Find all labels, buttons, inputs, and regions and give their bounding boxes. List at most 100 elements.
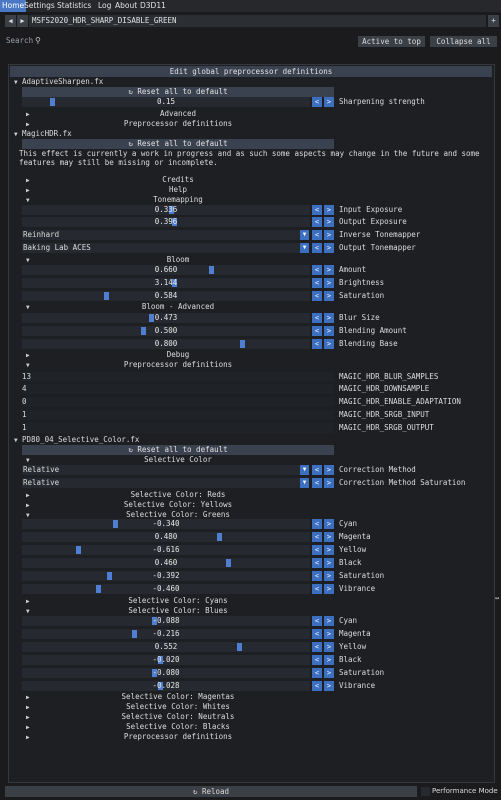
magic-help-header[interactable]: Help	[168, 185, 188, 194]
expand-icon[interactable]: ▶	[26, 492, 30, 499]
increment-button[interactable]: >	[324, 558, 334, 568]
slider-handle[interactable]	[226, 559, 231, 567]
slider-handle[interactable]	[149, 314, 154, 322]
search-input[interactable]: Search	[6, 36, 36, 46]
menu-statistics[interactable]: Statistics	[57, 1, 92, 10]
decrement-button[interactable]: <	[312, 217, 322, 227]
increment-button[interactable]: >	[324, 584, 334, 594]
edit-global-preprocessor-button[interactable]: Edit global preprocessor definitions	[10, 66, 492, 77]
expand-icon[interactable]: ▶	[26, 694, 30, 701]
greens-magenta-slider[interactable]: 0.480	[22, 532, 310, 542]
slider-handle[interactable]	[141, 327, 146, 335]
slider-handle[interactable]	[240, 340, 245, 348]
chevron-down-icon[interactable]: ▼	[300, 465, 309, 475]
correction-method-select[interactable]: Relative	[22, 465, 300, 475]
increment-button[interactable]: >	[324, 668, 334, 678]
brightness-slider[interactable]: 3.144	[22, 278, 310, 288]
next-preset-button[interactable]: ▶	[17, 15, 28, 27]
selective-color-neutrals-header[interactable]: Selective Color: Neutrals	[121, 712, 235, 721]
blues-yellow-slider[interactable]: 0.552	[22, 642, 310, 652]
blues-magenta-slider[interactable]: -0.216	[22, 629, 310, 639]
preset-selector[interactable]: MSFS2020_HDR_SHARP_DISABLE_GREEN	[29, 15, 486, 27]
pd80-preproc-header[interactable]: Preprocessor definitions	[123, 732, 233, 741]
slider-handle[interactable]	[152, 617, 157, 625]
define-value-input[interactable]: 13	[22, 372, 334, 382]
expand-icon[interactable]: ▶	[26, 502, 30, 509]
selective-color-cyans-header[interactable]: Selective Color: Cyans	[128, 596, 228, 605]
chevron-down-icon[interactable]: ▼	[300, 230, 309, 240]
selective-color-blues-header[interactable]: Selective Color: Blues	[128, 606, 228, 615]
increment-button[interactable]: >	[324, 97, 334, 107]
expand-icon[interactable]: ▶	[26, 121, 30, 128]
magic-tonemapping-header[interactable]: Tonemapping	[153, 195, 203, 204]
slider-handle[interactable]	[158, 656, 163, 664]
decrement-button[interactable]: <	[312, 655, 322, 665]
add-preset-button[interactable]: +	[488, 15, 499, 27]
blues-cyan-slider[interactable]: -0.088	[22, 616, 310, 626]
decrement-button[interactable]: <	[312, 584, 322, 594]
increment-button[interactable]: >	[324, 243, 334, 253]
blues-vibrance-slider[interactable]: -0.028	[22, 681, 310, 691]
increment-button[interactable]: >	[324, 629, 334, 639]
blues-saturation-slider[interactable]: -0.080	[22, 668, 310, 678]
magic-bloom-header[interactable]: Bloom	[166, 255, 190, 264]
decrement-button[interactable]: <	[312, 326, 322, 336]
greens-black-slider[interactable]: 0.460	[22, 558, 310, 568]
slider-handle[interactable]	[158, 682, 163, 690]
decrement-button[interactable]: <	[312, 278, 322, 288]
expand-icon[interactable]: ▶	[26, 734, 30, 741]
decrement-button[interactable]: <	[312, 313, 322, 323]
increment-button[interactable]: >	[324, 545, 334, 555]
increment-button[interactable]: >	[324, 655, 334, 665]
expand-icon[interactable]: ▶	[26, 714, 30, 721]
selective-color-magentas-header[interactable]: Selective Color: Magentas	[121, 692, 235, 701]
increment-button[interactable]: >	[324, 230, 334, 240]
expand-icon[interactable]: ▶	[26, 704, 30, 711]
greens-vibrance-slider[interactable]: -0.460	[22, 584, 310, 594]
increment-button[interactable]: >	[324, 519, 334, 529]
increment-button[interactable]: >	[324, 478, 334, 488]
pd80-collapse-icon[interactable]: ▼	[14, 437, 18, 444]
increment-button[interactable]: >	[324, 681, 334, 691]
collapse-icon[interactable]: ▼	[26, 304, 30, 311]
collapse-icon[interactable]: ▼	[26, 362, 30, 369]
decrement-button[interactable]: <	[312, 616, 322, 626]
decrement-button[interactable]: <	[312, 558, 322, 568]
selective-color-reds-header[interactable]: Selective Color: Reds	[130, 490, 226, 499]
decrement-button[interactable]: <	[312, 668, 322, 678]
increment-button[interactable]: >	[324, 291, 334, 301]
adaptive-advanced-header[interactable]: Advanced	[159, 109, 197, 118]
increment-button[interactable]: >	[324, 313, 334, 323]
decrement-button[interactable]: <	[312, 265, 322, 275]
reload-button[interactable]: ↻ Reload	[5, 786, 417, 797]
adaptive-reset-button[interactable]: ↻ Reset all to default	[22, 87, 334, 97]
collapse-icon[interactable]: ▼	[26, 257, 30, 264]
collapse-icon[interactable]: ▼	[26, 512, 30, 519]
pd80-reset-button[interactable]: ↻ Reset all to default	[22, 445, 334, 455]
define-value-input[interactable]: 1	[22, 423, 334, 433]
expand-icon[interactable]: ▶	[26, 187, 30, 194]
increment-button[interactable]: >	[324, 532, 334, 542]
magic-preproc-header[interactable]: Preprocessor definitions	[123, 360, 233, 369]
greens-saturation-slider[interactable]: -0.392	[22, 571, 310, 581]
increment-button[interactable]: >	[324, 326, 334, 336]
adaptive-collapse-icon[interactable]: ▼	[14, 79, 18, 86]
decrement-button[interactable]: <	[312, 571, 322, 581]
decrement-button[interactable]: <	[312, 681, 322, 691]
increment-button[interactable]: >	[324, 205, 334, 215]
increment-button[interactable]: >	[324, 217, 334, 227]
expand-icon[interactable]: ▶	[26, 598, 30, 605]
magic-reset-button[interactable]: ↻ Reset all to default	[22, 139, 334, 149]
increment-button[interactable]: >	[324, 465, 334, 475]
slider-handle[interactable]	[107, 572, 112, 580]
pd80-selective-color-header[interactable]: Selective Color	[144, 455, 212, 464]
define-value-input[interactable]: 4	[22, 384, 334, 394]
decrement-button[interactable]: <	[312, 642, 322, 652]
decrement-button[interactable]: <	[312, 532, 322, 542]
menu-home[interactable]: Home	[0, 0, 27, 12]
slider-handle[interactable]	[169, 206, 174, 214]
collapse-icon[interactable]: ▼	[26, 457, 30, 464]
slider-handle[interactable]	[113, 520, 118, 528]
slider-handle[interactable]	[50, 98, 55, 106]
collapse-icon[interactable]: ▼	[26, 197, 30, 204]
